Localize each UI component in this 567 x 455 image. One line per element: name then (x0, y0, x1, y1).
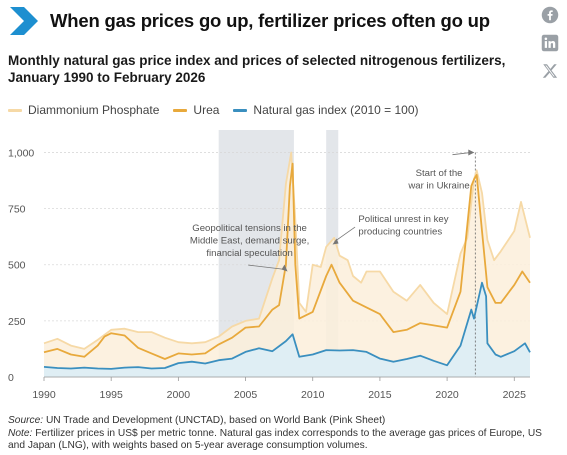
x-tick-label: 2020 (435, 389, 459, 401)
x-tick-label: 1995 (100, 389, 124, 401)
legend-label-dap: Diammonium Phosphate (28, 103, 160, 117)
method-note: Note: Fertilizer prices in US$ per metri… (8, 428, 560, 453)
linkedin-icon[interactable] (541, 34, 559, 52)
y-tick-label: 1,000 (8, 147, 34, 159)
note-label: Note: (8, 427, 33, 439)
y-tick-label: 500 (8, 260, 26, 272)
x-icon[interactable] (541, 62, 559, 80)
y-tick-label: 0 (8, 372, 14, 384)
x-tick-label: 2025 (503, 389, 527, 401)
share-bar (539, 6, 561, 80)
annotation-geopolitical-text: financial speculation (206, 248, 292, 259)
x-tick-label: 2005 (234, 389, 258, 401)
legend-label-gas: Natural gas index (2010 = 100) (253, 103, 419, 117)
x-tick-label: 2015 (368, 389, 392, 401)
series-line-gas (43, 281, 531, 370)
subtitle-line-1: Monthly natural gas price index and pric… (8, 53, 506, 68)
series-line-urea (43, 162, 531, 360)
note-text: Fertilizer prices in US$ per metric tonn… (8, 427, 542, 452)
x-tick-label: 1990 (32, 389, 56, 401)
dap-area (44, 152, 530, 377)
annotation-unrest-text: Political unrest in key (358, 214, 448, 225)
y-tick-label: 250 (8, 316, 26, 328)
page-title: When gas prices go up, fertilizer prices… (50, 10, 490, 31)
legend-item-urea: Urea (173, 103, 219, 117)
source-text: UN Trade and Development (UNCTAD), based… (43, 415, 386, 426)
facebook-icon[interactable] (541, 6, 559, 24)
line-chart: 0 250 500 750 1,000 1990 1995 2000 2005 2010 2015 2… (8, 130, 531, 401)
legend-item-gas: Natural gas index (2010 = 100) (233, 103, 419, 117)
chart-footer: Source: UN Trade and Development (UNCTAD… (8, 415, 560, 453)
annotation-war-arrowhead (468, 149, 475, 156)
annotation-geopolitical-arrow (248, 264, 286, 270)
chevron-logo-icon (10, 7, 38, 35)
source-label: Source: (8, 415, 44, 426)
annotation-unrest-text: producing countries (358, 227, 442, 238)
source-note: Source: UN Trade and Development (UNCTAD… (8, 415, 560, 428)
annotation-unrest-arrowhead (332, 238, 339, 245)
y-tick-label: 750 (8, 204, 26, 216)
annotation-war-text: Start of the (416, 168, 463, 179)
legend-swatch-gas (233, 108, 248, 112)
annotation-geopolitical-text: Middle East, demand surge, (190, 236, 309, 247)
legend-item-dap: Diammonium Phosphate (8, 103, 159, 117)
legend-swatch-urea (173, 108, 188, 112)
legend-swatch-dap (8, 108, 22, 112)
header: When gas prices go up, fertilizer prices… (8, 6, 528, 36)
annotation-war-text: war in Ukraine (407, 181, 469, 192)
x-tick-label: 2010 (301, 389, 325, 401)
series-line-dap (43, 151, 531, 350)
annotation-war-arrow (452, 152, 472, 156)
annotation-unrest-arrow (334, 226, 356, 242)
legend-label-urea: Urea (193, 103, 220, 117)
annotation-geopolitical-arrowhead (281, 264, 288, 272)
chart-legend: Diammonium Phosphate Urea Natural gas in… (8, 102, 433, 118)
x-tick-label: 2000 (167, 389, 191, 401)
chart-subtitle: Monthly natural gas price index and pric… (8, 52, 528, 86)
annotation-geopolitical-text: Geopolitical tensions in the (192, 223, 307, 234)
subtitle-line-2: January 1990 to February 2026 (8, 70, 206, 85)
gas-area (44, 282, 530, 377)
